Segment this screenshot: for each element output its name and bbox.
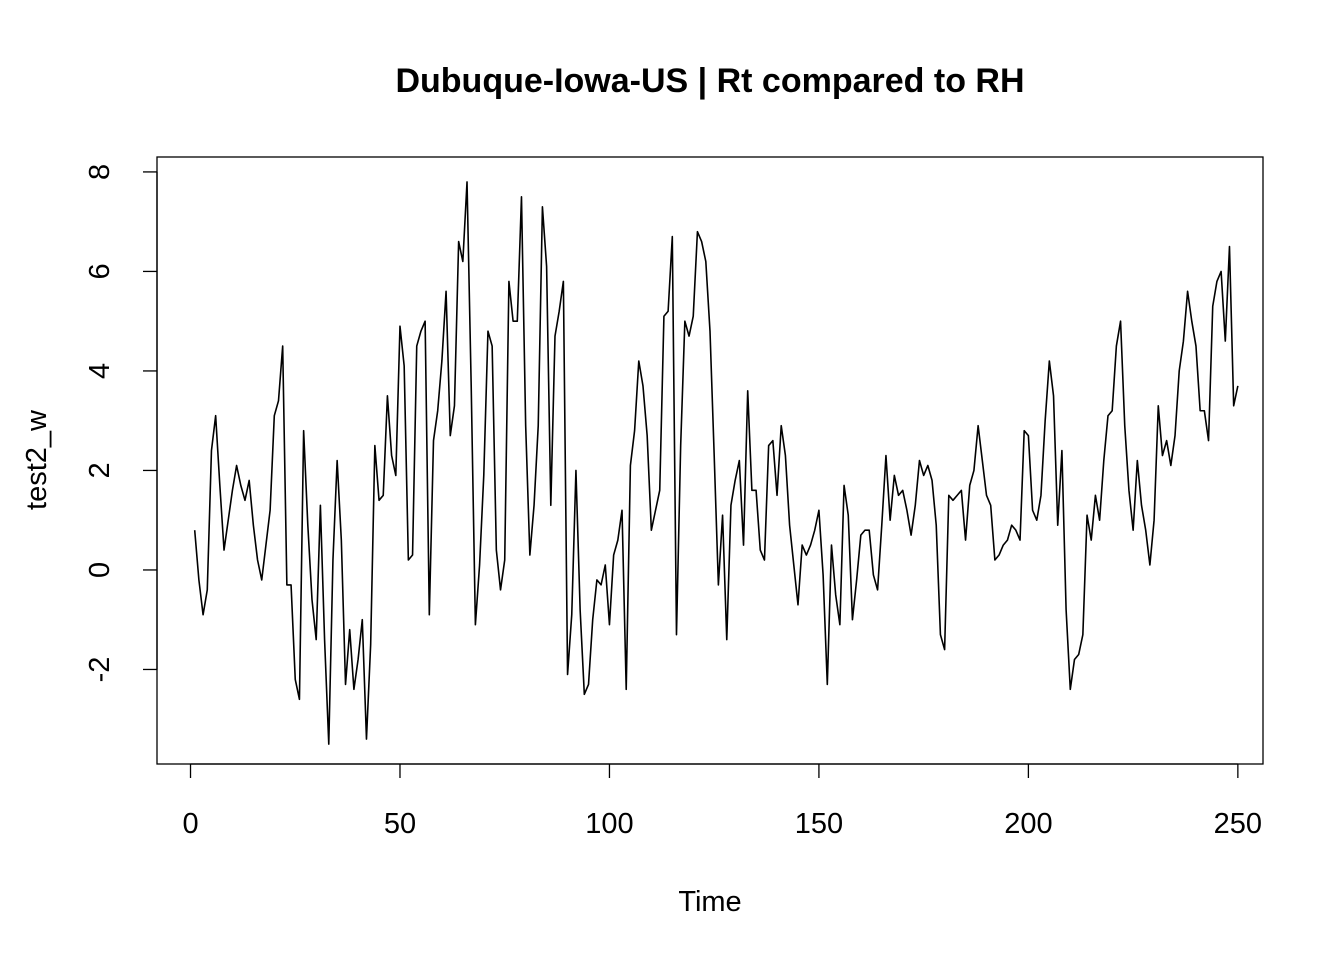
plot-area-frame bbox=[156, 156, 1264, 765]
x-tick-label: 50 bbox=[384, 808, 416, 840]
chart-title: Dubuque-Iowa-US | Rt compared to RH bbox=[395, 62, 1024, 100]
series-layer bbox=[193, 181, 1239, 745]
x-tick-label: 0 bbox=[182, 808, 198, 840]
x-axis: 0 50 100 150 200 250 bbox=[182, 763, 1262, 840]
y-tick-label: -2 bbox=[84, 657, 116, 683]
y-tick-label: 8 bbox=[84, 164, 116, 180]
y-tick-label: 6 bbox=[84, 263, 116, 279]
series-line bbox=[193, 181, 1239, 745]
y-tick-label: 0 bbox=[84, 562, 116, 578]
y-axis: -2 0 2 4 6 8 bbox=[84, 164, 158, 683]
x-axis-label: Time bbox=[678, 886, 741, 918]
x-tick-label: 100 bbox=[585, 808, 633, 840]
y-axis-label: test2_w bbox=[21, 409, 53, 510]
x-tick-label: 250 bbox=[1214, 808, 1262, 840]
y-tick-label: 2 bbox=[84, 462, 116, 478]
x-tick-label: 200 bbox=[1004, 808, 1052, 840]
y-tick-label: 4 bbox=[84, 363, 116, 379]
x-tick-label: 150 bbox=[795, 808, 843, 840]
